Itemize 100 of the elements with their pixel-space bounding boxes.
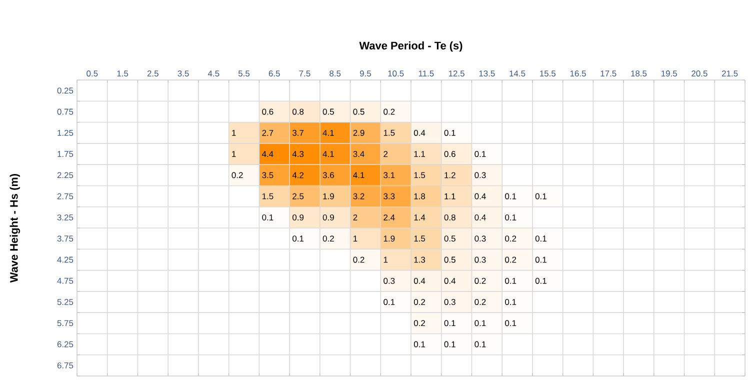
x-tick-label: 16.5 xyxy=(570,70,586,76)
data-label: 0.1 xyxy=(444,130,456,136)
data-label: 0.1 xyxy=(474,151,486,157)
data-label: 1.5 xyxy=(384,130,395,136)
x-tick-label: 13.5 xyxy=(479,70,495,76)
data-label: 0.2 xyxy=(353,256,364,263)
data-label: 0.2 xyxy=(414,320,425,326)
x-tick-label: 7.5 xyxy=(299,70,310,76)
data-label: 0.4 xyxy=(414,278,426,284)
x-tick-label: 0.5 xyxy=(86,70,98,76)
data-label: 0.1 xyxy=(535,278,546,284)
data-label: 0.2 xyxy=(384,108,395,115)
data-label: 1.5 xyxy=(262,193,274,200)
data-label: 1.1 xyxy=(414,151,425,157)
data-label: 3.4 xyxy=(353,151,364,157)
data-label: 0.9 xyxy=(292,214,304,220)
x-tick-label: 14.5 xyxy=(510,70,526,76)
data-label: 0.2 xyxy=(414,299,425,305)
x-tick-label: 8.5 xyxy=(330,70,341,76)
data-label: 0.2 xyxy=(505,256,516,263)
data-label: 0.1 xyxy=(414,341,425,348)
data-label: 0.4 xyxy=(444,278,456,284)
x-tick-label: 5.5 xyxy=(238,70,250,76)
data-label: 3.1 xyxy=(384,172,395,178)
y-tick-label: 0.75 xyxy=(57,108,74,115)
data-label: 1 xyxy=(384,256,388,263)
data-label: 0.1 xyxy=(444,320,456,326)
data-label: 0.1 xyxy=(535,193,546,200)
data-label: 1.1 xyxy=(444,193,456,200)
data-label: 1.3 xyxy=(414,256,426,263)
y-tick-label: 2.75 xyxy=(57,193,74,200)
data-label: 0.8 xyxy=(444,214,456,220)
data-label: 0.3 xyxy=(474,256,486,263)
data-label: 0.2 xyxy=(232,172,243,178)
data-label: 3.2 xyxy=(353,193,364,200)
data-label: 0.6 xyxy=(262,108,274,115)
data-label: 4.1 xyxy=(322,130,334,136)
data-label: 4.3 xyxy=(292,151,304,157)
data-label: 2.4 xyxy=(384,214,395,220)
y-tick-label: 1.75 xyxy=(58,151,74,157)
data-label: 1.8 xyxy=(414,193,426,200)
y-tick-label: 0.25 xyxy=(57,88,74,94)
data-label: 0.3 xyxy=(384,278,395,284)
data-label: 2 xyxy=(353,214,358,220)
data-label: 2.9 xyxy=(353,130,364,136)
data-label: 1.9 xyxy=(323,193,334,200)
data-label: 0.1 xyxy=(505,193,516,200)
data-label: 1.5 xyxy=(414,172,426,178)
data-label: 2.5 xyxy=(292,193,304,200)
x-tick-label: 18.5 xyxy=(631,70,647,76)
data-label: 0.1 xyxy=(535,256,546,263)
data-label: 1.4 xyxy=(414,214,426,220)
data-label: 1.9 xyxy=(384,236,395,242)
x-axis-title: Wave Period - Te (s) xyxy=(359,41,462,52)
x-tick-label: 3.5 xyxy=(178,70,189,76)
data-label: 0.4 xyxy=(474,214,486,220)
x-tick-label: 21.5 xyxy=(722,70,738,76)
x-tick-label: 11.5 xyxy=(418,70,434,76)
data-label: 0.1 xyxy=(384,299,395,305)
data-label: 0.2 xyxy=(322,236,334,242)
x-tick-label: 15.5 xyxy=(540,70,556,76)
data-label: 4.2 xyxy=(292,172,304,178)
data-label: 0.1 xyxy=(474,320,486,326)
y-tick-label: 1.25 xyxy=(58,130,74,136)
x-tick-label: 17.5 xyxy=(600,70,616,76)
x-tick-label: 2.5 xyxy=(147,70,158,76)
data-label: 4.4 xyxy=(262,151,274,157)
data-label: 2 xyxy=(384,151,388,157)
data-label: 0.4 xyxy=(414,130,426,136)
y-tick-label: 6.75 xyxy=(57,362,74,368)
data-label: 4.1 xyxy=(353,172,364,178)
data-label: 4.1 xyxy=(322,151,334,157)
data-label: 3.5 xyxy=(262,172,274,178)
x-tick-label: 20.5 xyxy=(692,70,708,76)
y-tick-label: 4.75 xyxy=(57,278,74,284)
y-axis-title: Wave Height - Hs (m) xyxy=(10,174,20,283)
y-tick-label: 3.75 xyxy=(57,236,74,242)
x-tick-label: 9.5 xyxy=(360,70,371,76)
data-label: 0.3 xyxy=(474,172,486,178)
data-label: 1.2 xyxy=(444,172,456,178)
data-label: 1 xyxy=(232,130,236,136)
data-label: 0.8 xyxy=(292,108,304,115)
data-label: 3.7 xyxy=(292,130,304,136)
y-tick-label: 3.25 xyxy=(57,214,74,220)
y-tick-label: 6.25 xyxy=(57,341,74,348)
data-label: 0.1 xyxy=(535,236,546,242)
data-label: 0.4 xyxy=(474,193,486,200)
data-label: 0.1 xyxy=(505,299,516,305)
data-label: 0.1 xyxy=(262,214,274,220)
data-label: 0.9 xyxy=(322,214,334,220)
data-label: 0.3 xyxy=(444,299,456,305)
data-label: 1 xyxy=(232,151,236,157)
data-label: 0.6 xyxy=(444,151,456,157)
data-label: 0.5 xyxy=(444,256,456,263)
data-label: 0.1 xyxy=(505,320,516,326)
x-tick-label: 4.5 xyxy=(208,70,220,76)
data-label: 3.6 xyxy=(322,172,334,178)
x-tick-label: 6.5 xyxy=(268,70,280,76)
data-label: 0.1 xyxy=(292,236,304,242)
y-tick-label: 5.75 xyxy=(57,320,74,326)
